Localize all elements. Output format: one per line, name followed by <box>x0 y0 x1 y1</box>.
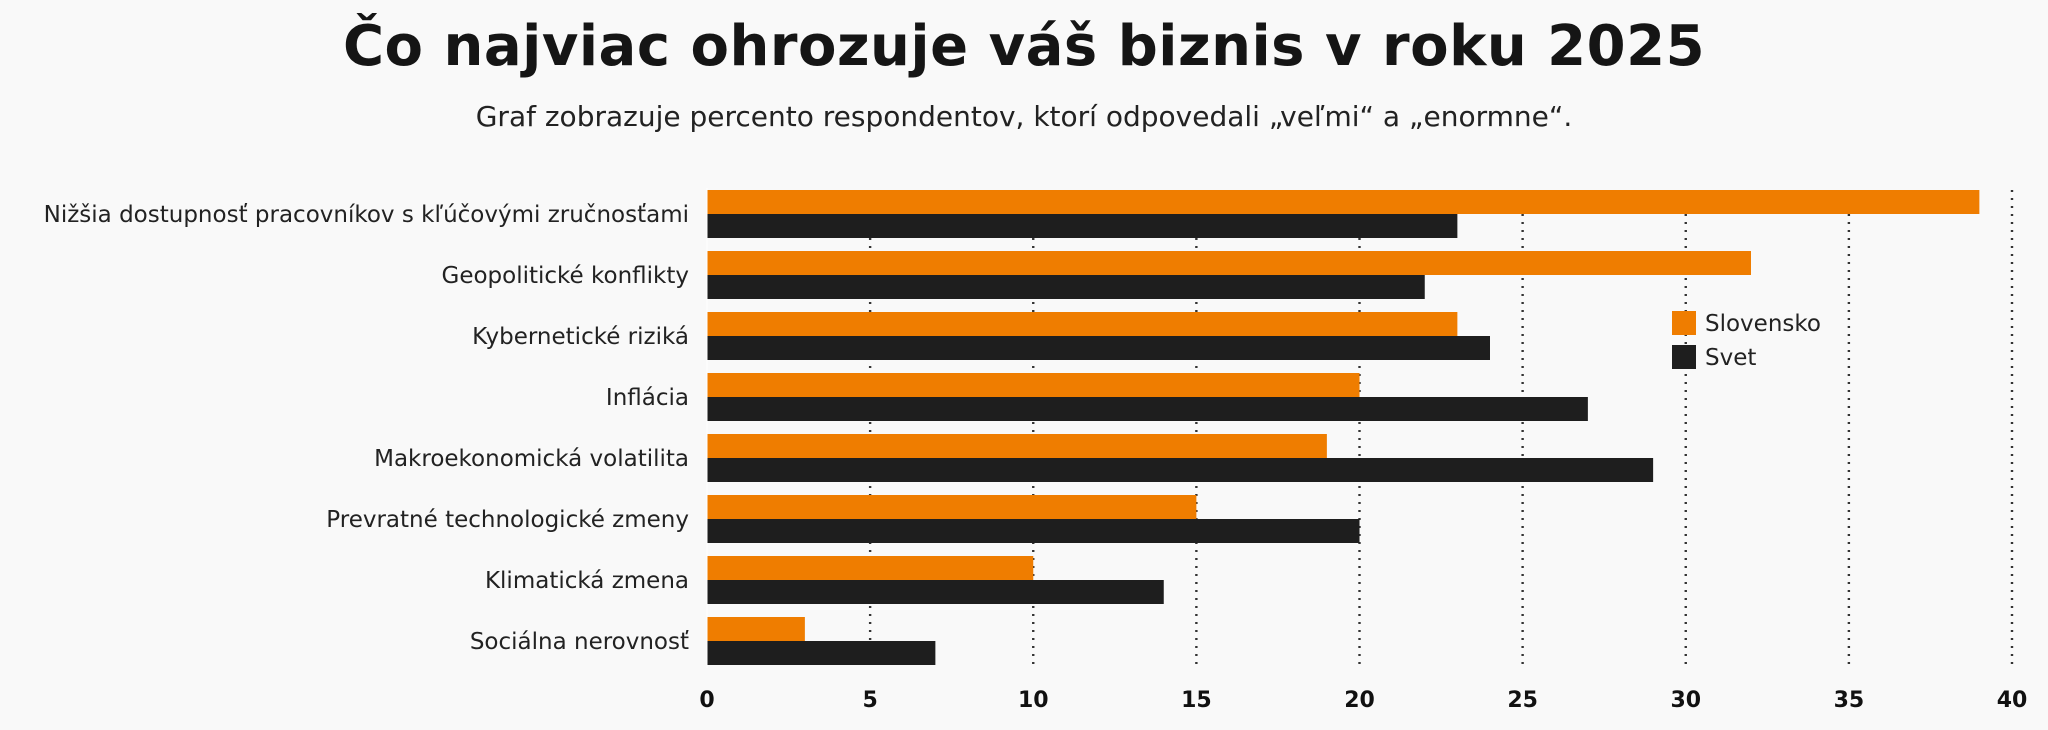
bar-slovensko <box>707 312 1458 336</box>
x-tick-label: 40 <box>1997 688 2028 713</box>
bar-slovensko <box>707 617 805 641</box>
bar-slovensko <box>707 251 1751 275</box>
bar-svet <box>707 397 1588 421</box>
legend-swatch-svet <box>1672 345 1696 369</box>
category-label: Klimatická zmena <box>485 568 689 594</box>
legend-label: Slovensko <box>1705 311 1821 337</box>
bar-svet <box>707 275 1425 299</box>
category-label: Geopolitické konflikty <box>442 263 690 289</box>
bar-slovensko <box>707 190 1980 214</box>
x-tick-label: 30 <box>1670 688 1701 713</box>
x-tick-label: 10 <box>1018 688 1049 713</box>
chart-subtitle: Graf zobrazuje percento respondentov, kt… <box>475 100 1573 133</box>
x-tick-label: 25 <box>1507 688 1538 713</box>
legend-label: Svet <box>1705 345 1756 371</box>
bar-slovensko <box>707 495 1197 519</box>
bar-svet <box>707 641 936 665</box>
bar-svet <box>707 336 1490 360</box>
x-tick-label: 35 <box>1834 688 1865 713</box>
legend-swatch-slovensko <box>1672 311 1696 335</box>
category-label: Nižšia dostupnosť pracovníkov s kľúčovým… <box>44 202 689 228</box>
x-tick-label: 0 <box>699 688 714 713</box>
bar-slovensko <box>707 373 1360 397</box>
category-label: Sociálna nerovnosť <box>470 629 689 655</box>
bar-svet <box>707 580 1164 604</box>
x-tick-label: 5 <box>862 688 877 713</box>
x-tick-label: 15 <box>1181 688 1212 713</box>
category-label: Kybernetické riziká <box>472 324 689 350</box>
category-label: Prevratné technologické zmeny <box>326 507 689 533</box>
bar-svet <box>707 458 1654 482</box>
bar-svet <box>707 519 1360 543</box>
chart-title: Čo najviac ohrozuje váš biznis v roku 20… <box>342 14 1706 79</box>
x-tick-label: 20 <box>1344 688 1375 713</box>
category-label: Makroekonomická volatilita <box>374 446 689 472</box>
bar-svet <box>707 214 1458 238</box>
bar-slovensko <box>707 434 1327 458</box>
category-label: Inflácia <box>606 385 689 411</box>
bar-slovensko <box>707 556 1034 580</box>
